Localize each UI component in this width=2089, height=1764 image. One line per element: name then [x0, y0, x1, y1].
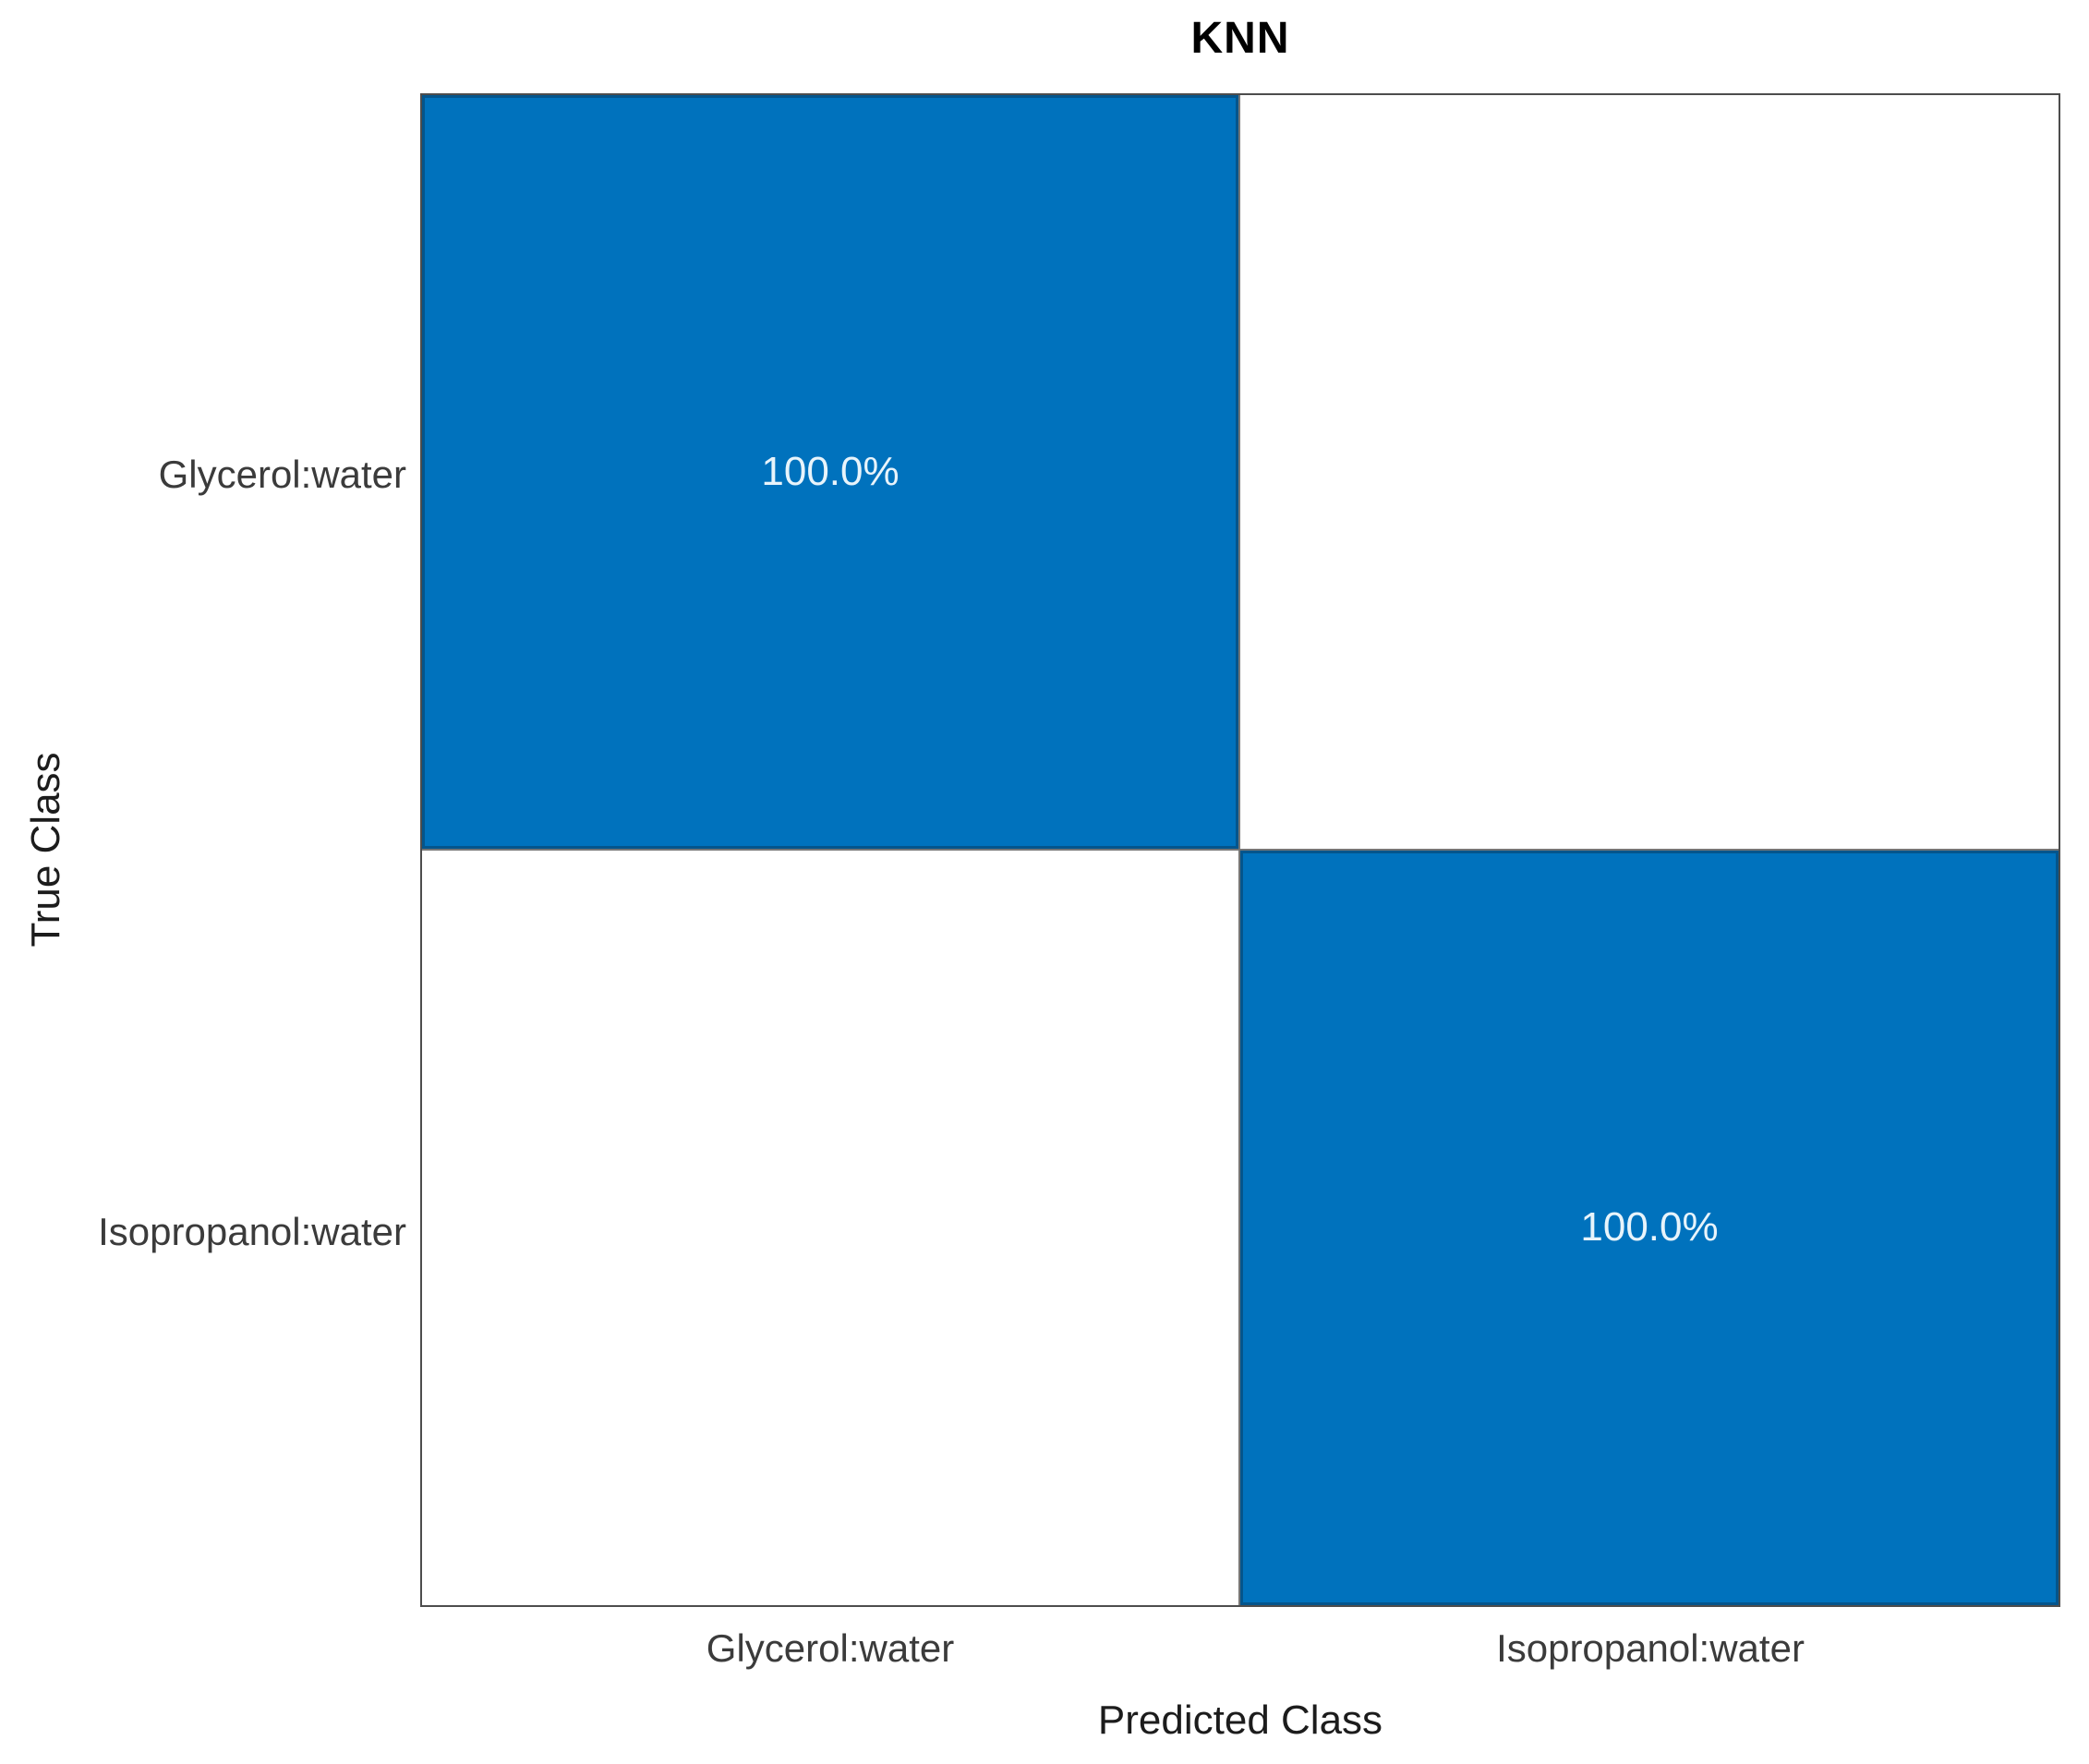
- y-tick-label-glycerol-water: Glycerol:water: [158, 453, 406, 496]
- chart-title: KNN: [1190, 14, 1290, 63]
- x-tick-label-isopropanol-water: Isopropanol:water: [1496, 1626, 1805, 1670]
- y-axis-label: True Class: [23, 752, 68, 948]
- y-tick-label-isopropanol-water: Isopropanol:water: [98, 1210, 406, 1253]
- matrix-cell-r1c1: 100.0%: [1240, 850, 2059, 1605]
- x-axis-label: Predicted Class: [1097, 1698, 1383, 1743]
- matrix-cell-r0c1: [1240, 95, 2059, 851]
- matrix-cell-r1c0: [422, 850, 1240, 1605]
- cell-value: 100.0%: [761, 448, 900, 494]
- x-tick-label-glycerol-water: Glycerol:water: [706, 1626, 955, 1670]
- plot-area: 100.0% 100.0%: [420, 93, 2060, 1607]
- cell-value: 100.0%: [1580, 1204, 1719, 1251]
- confusion-grid: 100.0% 100.0%: [422, 95, 2059, 1605]
- matrix-cell-r0c0: 100.0%: [422, 95, 1240, 851]
